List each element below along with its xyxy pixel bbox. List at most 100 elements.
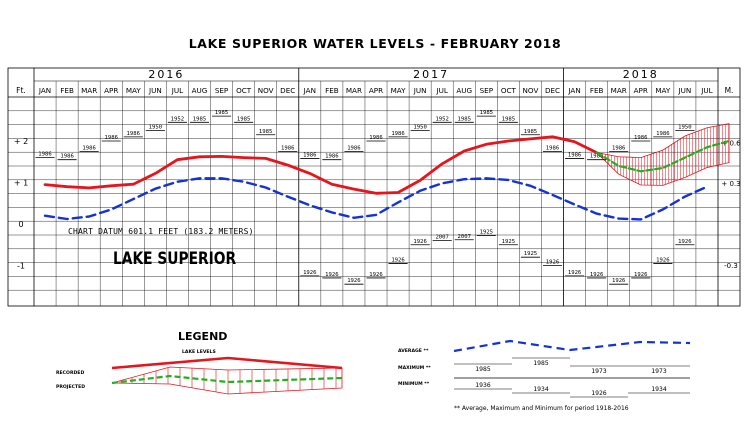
legend-max-year: 1985 xyxy=(475,365,491,373)
min-record-year: 1925 xyxy=(480,230,493,236)
legend-max-min-table: 1985 1985 1973 1973 1936 1934 1926 1934 xyxy=(454,357,690,398)
month-label: MAR xyxy=(346,86,362,95)
legend-max-year: 1973 xyxy=(591,367,607,375)
max-record-year: 1952 xyxy=(435,116,448,122)
month-label: FEB xyxy=(590,86,604,95)
month-label: JUN xyxy=(678,86,692,95)
record-markers: 1986 1986 1986 1986 1986 1950 1952 1985 1985 1985… xyxy=(35,110,695,285)
max-record-year: 1986 xyxy=(612,145,625,151)
month-label: JUN xyxy=(148,86,162,95)
axis-labels: Ft. M. + 2 + 1 0 -1 + 0.6 + 0.3 -0.3 xyxy=(14,86,741,271)
max-record-year: 1986 xyxy=(303,152,316,158)
right-axis-tick: -0.3 xyxy=(724,262,738,270)
month-label: JAN xyxy=(567,86,580,95)
month-label: SEP xyxy=(215,86,229,95)
max-record-year: 1952 xyxy=(171,116,184,122)
legend-min-year: 1926 xyxy=(591,389,607,397)
max-record-year: 1986 xyxy=(38,152,51,158)
month-label: JUL xyxy=(171,86,183,95)
average-series-line xyxy=(43,177,709,221)
series-lines xyxy=(43,135,731,221)
legend-sub: LAKE LEVELS xyxy=(182,349,216,355)
month-label: MAY xyxy=(391,86,407,95)
year-label: 2017 xyxy=(413,68,449,81)
month-label: NOV xyxy=(258,86,274,95)
max-record-year: 1986 xyxy=(634,135,647,141)
month-label: MAY xyxy=(655,86,671,95)
min-record-year: 1926 xyxy=(590,272,603,278)
month-label: MAR xyxy=(81,86,97,95)
min-record-year: 1925 xyxy=(502,239,515,245)
max-record-year: 1986 xyxy=(325,154,338,160)
right-axis-unit: M. xyxy=(725,86,734,95)
min-record-year: 1926 xyxy=(347,278,360,284)
month-label: NOV xyxy=(523,86,539,95)
legend-min-year: 1934 xyxy=(651,385,667,393)
month-label: JAN xyxy=(303,86,316,95)
min-record-year: 1926 xyxy=(678,239,691,245)
month-label: DEC xyxy=(280,86,295,95)
max-record-year: 1985 xyxy=(458,116,471,122)
calendar-headers: 2016 2017 2018 JAN FEB MAR APR MAY JUN JUL AUG SEP O… xyxy=(38,68,713,95)
max-record-year: 1986 xyxy=(60,154,73,160)
legend-recorded-label: RECORDED xyxy=(56,370,84,376)
right-axis-tick: + 0.3 xyxy=(721,180,740,188)
max-record-year: 1950 xyxy=(678,125,691,131)
left-axis-tick: + 1 xyxy=(14,179,28,188)
max-record-year: 1985 xyxy=(215,110,228,116)
month-label: FEB xyxy=(60,86,74,95)
max-record-year: 1986 xyxy=(104,135,117,141)
month-label: OCT xyxy=(236,86,252,95)
max-record-year: 1985 xyxy=(193,116,206,122)
max-record-year: 1986 xyxy=(347,145,360,151)
chart-border xyxy=(7,67,741,307)
chart-frame xyxy=(7,67,741,307)
legend-title: LEGEND xyxy=(178,330,227,343)
month-label: MAR xyxy=(611,86,627,95)
month-label: SEP xyxy=(480,86,494,95)
max-record-year: 1986 xyxy=(568,152,581,158)
month-label: APR xyxy=(634,86,648,95)
max-record-year: 1986 xyxy=(391,131,404,137)
year-label: 2016 xyxy=(148,68,184,81)
right-axis-tick: + 0.6 xyxy=(721,139,741,147)
min-record-year: 2007 xyxy=(435,235,448,241)
month-label: FEB xyxy=(325,86,339,95)
left-axis-tick: -1 xyxy=(17,262,25,271)
min-record-year: 1925 xyxy=(524,251,537,257)
month-label: JAN xyxy=(38,86,51,95)
month-label: AUG xyxy=(192,86,208,95)
month-label: JUN xyxy=(413,86,427,95)
max-record-year: 1985 xyxy=(480,110,493,116)
max-record-year: 1986 xyxy=(127,131,140,137)
min-record-year: 1926 xyxy=(325,272,338,278)
datum-note: CHART DATUM 601.1 FEET (183.2 METERS) xyxy=(68,227,254,236)
min-record-year: 1926 xyxy=(656,257,669,263)
max-record-year: 1986 xyxy=(82,145,95,151)
chart-title: LAKE SUPERIOR WATER LEVELS - FEBRUARY 20… xyxy=(188,36,562,51)
legend-average-line xyxy=(453,339,691,353)
min-record-year: 1926 xyxy=(634,272,647,278)
legend-swatch xyxy=(111,356,343,395)
month-label: AUG xyxy=(456,86,472,95)
legend-min-year: 1936 xyxy=(475,381,491,389)
legend-min-year: 1934 xyxy=(533,385,549,393)
month-label: JUL xyxy=(435,86,447,95)
max-record-year: 1986 xyxy=(369,135,382,141)
legend-maximum-label: MAXIMUM ** xyxy=(398,365,431,371)
min-record-year: 2007 xyxy=(458,234,471,240)
projected-series-line xyxy=(595,139,731,173)
max-record-year: 1986 xyxy=(590,154,603,160)
year-label: 2018 xyxy=(623,68,659,81)
min-record-year: 1926 xyxy=(303,270,316,276)
max-record-year: 1950 xyxy=(149,125,162,131)
month-label: APR xyxy=(369,86,383,95)
recorded-series-line xyxy=(43,135,598,195)
min-record-year: 1926 xyxy=(391,257,404,263)
min-record-year: 1926 xyxy=(546,260,559,266)
legend-recorded-line xyxy=(111,356,343,370)
legend-projected-label: PROJECTED xyxy=(56,384,85,390)
max-record-year: 1950 xyxy=(413,125,426,131)
